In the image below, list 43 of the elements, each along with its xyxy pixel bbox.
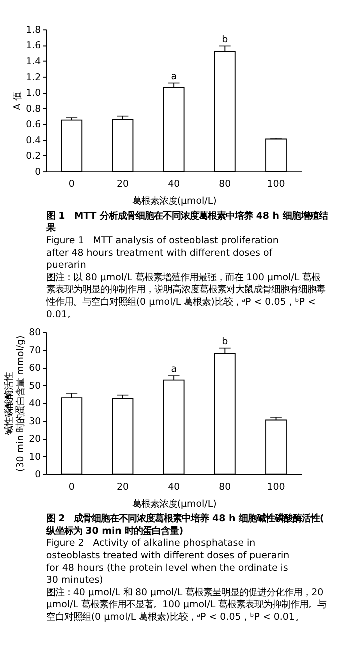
y-tick-label: 0.6 [26,120,42,131]
y-tick-label: 70 [29,345,42,356]
y-tick-label: 80 [29,328,42,339]
x-tick-label: 0 [68,482,75,493]
x-tick-label: 20 [116,179,130,190]
x-axis-title: 葛根素浓度(μmol/L) [132,498,217,510]
text: Figure 2 Activity of alkaline phosphatase in osteoblasts treated with different doses of puerarin for 48 hours (the protein level when the ordinate is 30 minutes) [46,538,290,586]
y-tick-label: 0 [35,166,42,178]
annotation: b [222,34,228,46]
x-tick-label: 100 [267,482,286,493]
y-tick-label: 0.8 [26,104,42,115]
y-tick-label: 10 [29,452,42,463]
y-tick-label: 0 [35,470,42,481]
y-tick-label: 60 [29,363,42,374]
x-tick-label: 80 [219,179,232,190]
y-tick-label: 20 [29,434,42,446]
y-tick-label: 1.0 [26,88,42,100]
y-axis-title: A 值 [12,92,24,110]
x-axis-title: 葛根素浓度(μmol/L) [132,196,217,208]
y-tick-label: 0.2 [26,151,42,162]
annotation: b [222,336,228,348]
y-tick-label: 40 [29,398,42,410]
text: 图注：40 μmol/L 和 80 μmol/L 葛根素呈明显的促进分化作用，20 μmol/L 葛根素作用不显著。100 μmol/L 葛根素表现为抑制作用。与空白对照组(0 μmol/L 葛根素)比较，ᵃP < 0.05，ᵇP < 0.01。 [46,587,327,624]
x-tick-label: 20 [116,482,130,493]
y-tick-label: 1.2 [26,72,42,84]
x-tick-label: 100 [267,179,286,190]
x-tick-label: 40 [168,482,180,493]
y-axis-title: 碱性磷酸酶活性 (30 min 时的蛋白含量 mmol/g) [4,336,26,472]
y-tick-label: 1.4 [26,56,42,68]
y-tick-label: 1.6 [26,40,42,52]
text: 图注：以 80 μmol/L 葛根素增殖作用最强，而在 100 μmol/L 葛根素表现为明显的抑制作用，说明高浓度葛根素对大鼠成骨细胞有细胞毒性作用。与空白对照组(0 μmol/L 葛根素)比较，ᵃP < 0.05，ᵇP < 0.01。 [45,272,326,320]
y-tick-label: 0.4 [26,135,42,146]
text: 图 1 MTT 分析成骨细胞在不同浓度葛根素中培养 48 h 细胞增殖结果 [45,210,328,234]
annotation: a [171,71,177,82]
y-tick-label: 30 [29,416,42,428]
text: Figure 1 MTT analysis of osteoblast proliferation after 48 hours treatment with different doses of puerarin [46,235,279,272]
text: 图 2 成骨细胞在不同浓度葛根素中培养 48 h 细胞碱性磷酸酶活性(纵坐标为 30 min 时的蛋白含量) [45,514,324,537]
y-tick-label: 1.8 [26,24,42,36]
y-tick-label: 50 [29,380,42,392]
x-tick-label: 40 [168,179,180,190]
annotation: a [171,364,177,376]
x-tick-label: 0 [68,179,75,190]
x-tick-label: 80 [219,482,232,493]
